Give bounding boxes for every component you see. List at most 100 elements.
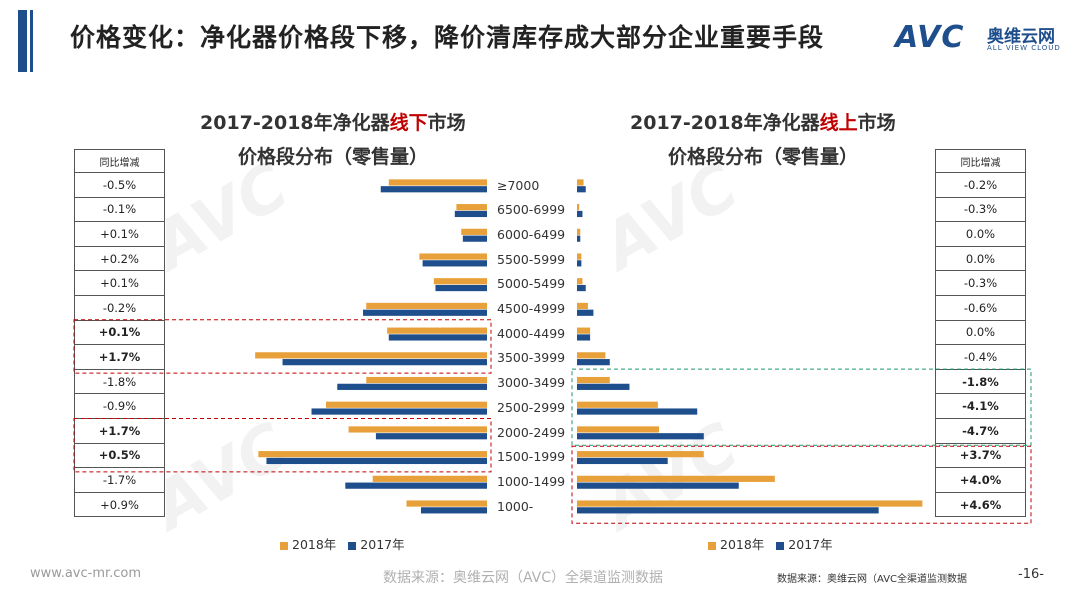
footer-source-right: 数据来源：奥维云网（AVC全渠道监测数据 (777, 574, 968, 585)
left-chart-title-line1: 2017-2018年净化器线下市场 (200, 108, 466, 135)
right-bar-2018 (577, 500, 923, 507)
title-accent-bar (18, 10, 27, 72)
left-bar-2018 (387, 327, 487, 334)
right-bar-2017 (577, 482, 739, 489)
right-bar-2017 (577, 457, 668, 465)
legend-swatch-2017 (348, 541, 357, 550)
left-bar-2017 (422, 260, 487, 267)
left-bar-2018 (258, 451, 487, 458)
right-bar-2018 (577, 253, 582, 260)
left-bar-2017 (363, 309, 487, 316)
left-bar-2017 (282, 359, 487, 366)
category-label: ≥7000 (497, 177, 540, 193)
left-bar-2018 (326, 401, 487, 408)
legend-label-2018: 2018年 (292, 537, 337, 552)
right-bar-2018 (577, 475, 775, 482)
left-title-part-a: 2017-2018年净化器 (200, 112, 390, 134)
left-yoy-header: 同比增减 (74, 149, 165, 173)
category-label: 2000-2499 (497, 424, 566, 440)
left-yoy-cell: +0.9% (74, 491, 165, 518)
left-bar-2017 (462, 235, 487, 242)
footer-website: www.avc-mr.com (30, 566, 142, 581)
left-bar-2017 (380, 186, 487, 193)
legend-swatch-2018 (280, 541, 288, 550)
category-label: 2500-2999 (497, 399, 566, 415)
right-chart-title-line2: 价格段分布（零售量） (668, 146, 859, 168)
category-label: 6500-6999 (497, 202, 566, 218)
right-yoy-header: 同比增减 (935, 149, 1026, 173)
right-bar-2018 (577, 352, 606, 359)
left-yoy-cell: -1.7% (74, 467, 165, 493)
left-bar-2017 (266, 457, 487, 465)
category-label: 1500-1999 (497, 449, 566, 465)
right-bar-2018 (577, 278, 583, 285)
right-yoy-cell: 0.0% (935, 319, 1026, 346)
right-yoy-cell: -0.2% (935, 172, 1026, 198)
right-yoy-cell: 0.0% (935, 245, 1026, 272)
right-bar-2018 (577, 426, 659, 433)
legend-label-2017: 2017年 (360, 537, 405, 552)
right-yoy-cell: -0.3% (935, 196, 1026, 223)
right-highlight-box-red (571, 445, 1032, 524)
category-label: 6000-6499 (497, 226, 566, 242)
category-label: 4500-4999 (497, 301, 566, 316)
left-bar-2017 (375, 433, 487, 440)
legend-label-2018: 2018年 (720, 537, 765, 552)
left-bar-2017 (388, 334, 487, 341)
right-bar-2017 (577, 334, 591, 341)
right-yoy-cell: +4.6% (935, 491, 1026, 518)
right-yoy-table: 同比增减 -0.2% -0.3% 0.0% 0.0% -0.3% -0.6% 0.0% -0.… (935, 149, 1026, 518)
left-chart-title-line2: 价格段分布（零售量） (238, 146, 429, 168)
logo-en-text: ALL VIEW CLOUD (987, 44, 1061, 52)
right-bar-2017 (577, 359, 610, 366)
right-title-highlight: 线上 (819, 112, 858, 134)
left-bar-2018 (255, 352, 487, 359)
right-yoy-cell: 0.0% (935, 221, 1026, 247)
right-chart-title-line1: 2017-2018年净化器线上市场 (630, 108, 896, 135)
left-bar-2018 (366, 302, 487, 310)
legend-swatch-2018 (708, 541, 716, 550)
right-bar-2018 (577, 327, 591, 334)
right-bar-2018 (577, 179, 584, 186)
right-bar-2018 (577, 204, 580, 211)
right-bar-2018 (577, 401, 658, 408)
right-bar-2017 (577, 408, 698, 415)
category-label: 1000-1499 (497, 473, 566, 489)
right-bar-2017 (577, 433, 704, 440)
left-yoy-cell: -0.5% (74, 172, 165, 198)
left-bar-2018 (372, 475, 487, 482)
left-bar-2017 (420, 507, 487, 514)
right-bar-2017 (577, 210, 583, 218)
page-title: 价格变化：净化器价格段下移，降价清库存成大部分企业重要手段 (70, 23, 825, 52)
right-bar-2018 (577, 451, 704, 458)
right-bar-2018 (577, 228, 581, 235)
right-yoy-cell: -1.8% (935, 368, 1026, 395)
left-bar-2018 (456, 204, 487, 211)
right-bar-2017 (577, 383, 630, 390)
left-legend: 2018年 2017年 (280, 534, 405, 553)
page-number: -16- (1018, 567, 1044, 582)
footer-source-mid: 数据来源：奥维云网（AVC）全渠道监测数据 (383, 570, 664, 586)
right-bar-2017 (577, 235, 581, 242)
left-bar-2017 (435, 284, 487, 292)
left-bar-2018 (348, 426, 487, 433)
right-yoy-cell: -0.3% (935, 270, 1026, 296)
left-bar-2018 (461, 228, 487, 235)
category-label: 3500-3999 (497, 350, 566, 366)
left-bar-2018 (406, 500, 487, 507)
right-bar-2017 (577, 186, 586, 193)
left-bar-2018 (433, 278, 487, 285)
logo-avc-text: AVC (895, 20, 965, 55)
category-label: 3000-3499 (497, 375, 566, 391)
left-yoy-cell: +0.1% (74, 319, 165, 346)
left-bar-2017 (337, 383, 487, 390)
legend-swatch-2017 (776, 541, 785, 550)
left-bar-2017 (345, 482, 487, 489)
right-bar-2017 (577, 507, 879, 514)
right-legend: 2018年 2017年 (708, 534, 833, 553)
left-bar-2018 (366, 376, 487, 384)
right-bar-2017 (577, 284, 586, 292)
category-label: 1000- (497, 498, 534, 514)
left-highlight-box (73, 319, 492, 374)
